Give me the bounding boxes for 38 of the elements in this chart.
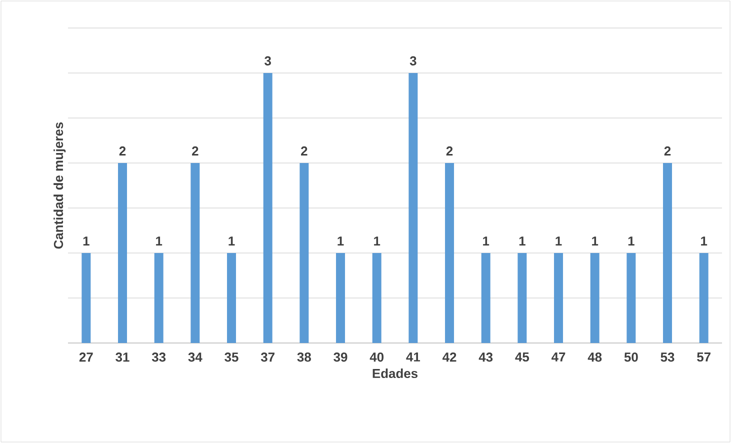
data-label: 1 — [228, 236, 235, 246]
data-label: 1 — [83, 236, 90, 246]
data-label: 2 — [301, 146, 308, 156]
data-label: 1 — [374, 236, 380, 246]
data-label: 1 — [701, 236, 708, 246]
data-label: 2 — [664, 146, 671, 156]
x-tick-label: 45 — [515, 352, 530, 362]
x-tick-label: 48 — [588, 352, 602, 362]
x-tick-label: 39 — [334, 352, 348, 362]
x-tick-label: 37 — [260, 352, 274, 362]
x-tick-label: 27 — [79, 352, 93, 362]
data-label: 1 — [628, 236, 634, 246]
data-label: 3 — [410, 56, 416, 66]
data-label: 1 — [592, 236, 598, 246]
x-axis-title: Edades — [372, 368, 418, 378]
data-label: 1 — [556, 236, 562, 246]
x-tick-label: 41 — [406, 352, 420, 362]
x-tick-label: 33 — [152, 352, 166, 362]
data-label: 3 — [264, 56, 271, 66]
x-tick-label: 53 — [660, 352, 674, 362]
data-label: 1 — [156, 236, 162, 246]
data-label: 1 — [519, 236, 526, 246]
x-tick-label: 43 — [478, 352, 493, 362]
x-tick-label: 35 — [224, 352, 238, 362]
x-tick-label: 40 — [370, 352, 384, 362]
x-tick-label: 31 — [116, 352, 130, 362]
x-tick-label: 42 — [442, 352, 456, 362]
data-label: 2 — [192, 146, 198, 156]
data-label: 1 — [338, 236, 344, 246]
x-tick-label: 47 — [552, 352, 566, 362]
x-tick-label: 34 — [188, 352, 202, 362]
x-tick-label: 38 — [297, 352, 311, 362]
y-axis-title: Cantidad de mujeres — [54, 122, 66, 249]
data-label: 1 — [483, 236, 490, 246]
data-label: 2 — [119, 146, 126, 156]
x-tick-label: 57 — [697, 352, 710, 362]
data-label: 2 — [446, 146, 453, 156]
x-tick-label: 50 — [624, 352, 638, 362]
